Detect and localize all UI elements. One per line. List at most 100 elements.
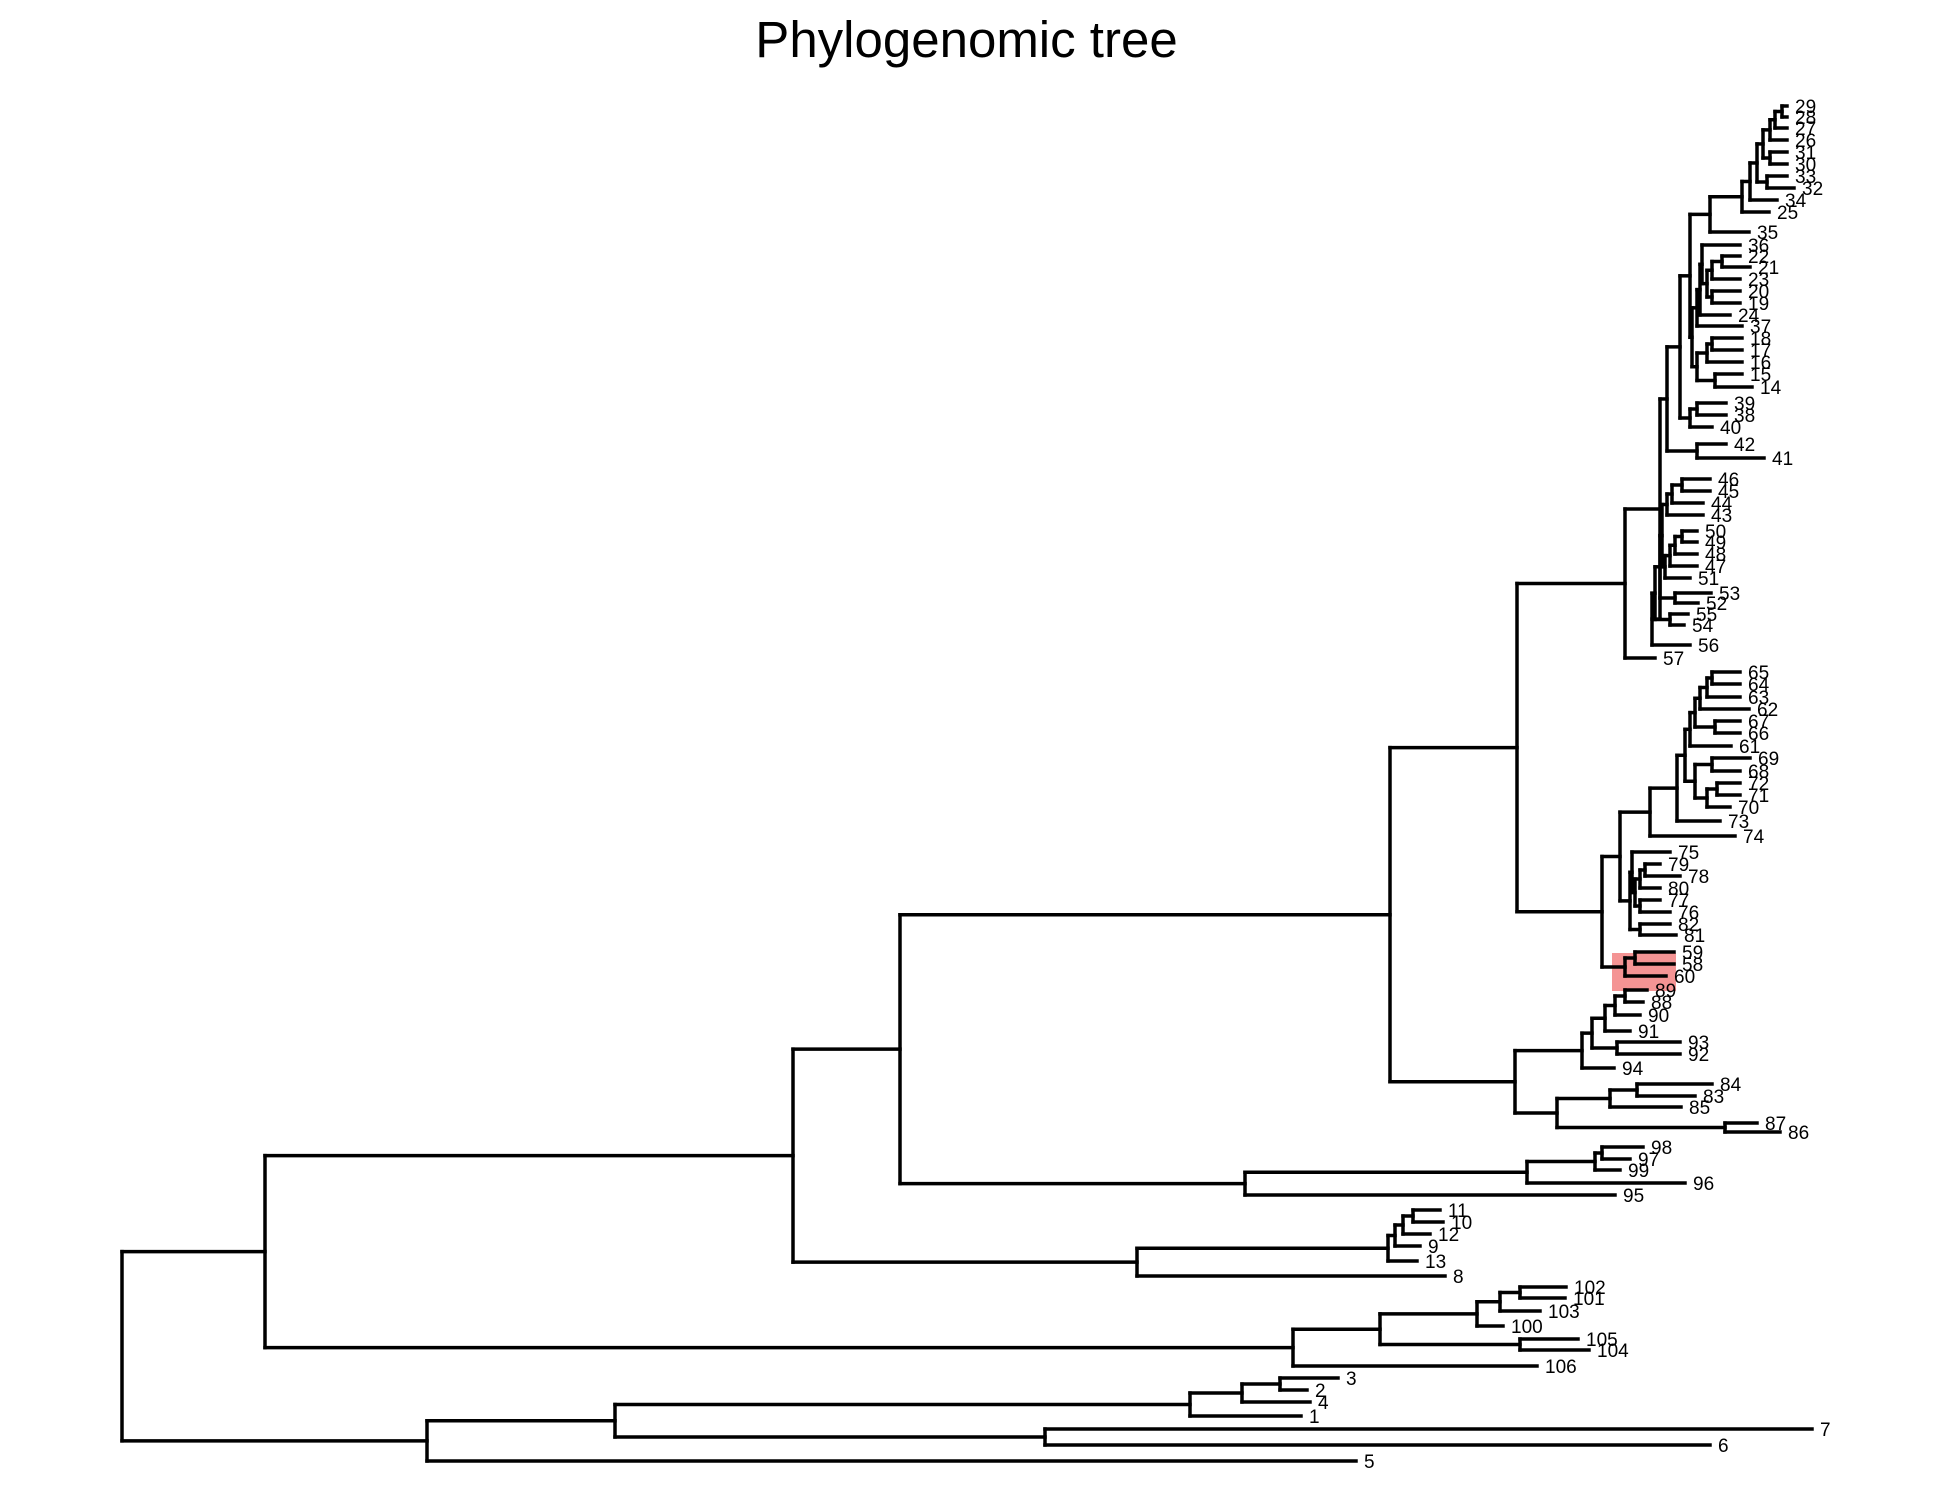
tip-label: 11 xyxy=(1448,1201,1468,1222)
tip-label: 72 xyxy=(1748,774,1769,795)
tip-label: 75 xyxy=(1678,843,1699,864)
tip-label: 6 xyxy=(1718,1436,1729,1457)
tip-label: 104 xyxy=(1597,1341,1629,1362)
tip-label: 95 xyxy=(1623,1186,1644,1207)
tip-label: 79 xyxy=(1668,855,1689,876)
tip-label: 98 xyxy=(1651,1138,1672,1159)
tip-label: 24 xyxy=(1738,306,1760,327)
tip-label: 50 xyxy=(1705,522,1726,543)
tip-label: 27 xyxy=(1795,119,1816,140)
tip-label: 74 xyxy=(1743,827,1765,848)
tip-label: 101 xyxy=(1573,1289,1605,1310)
tip-label: 14 xyxy=(1760,378,1782,399)
tip-label: 105 xyxy=(1586,1330,1618,1351)
tip-label: 34 xyxy=(1785,191,1807,212)
highlighted-clade-box xyxy=(1612,953,1676,991)
tip-label: 71 xyxy=(1748,786,1769,807)
tip-label: 19 xyxy=(1748,294,1769,315)
tip-label: 53 xyxy=(1719,584,1740,605)
tip-label: 25 xyxy=(1777,203,1798,224)
tip-label: 8 xyxy=(1453,1267,1464,1288)
tip-label: 22 xyxy=(1748,247,1769,268)
tip-label: 70 xyxy=(1738,798,1759,819)
tip-label: 62 xyxy=(1757,700,1778,721)
tip-label: 7 xyxy=(1820,1420,1831,1441)
tip-label: 55 xyxy=(1696,605,1717,626)
tip-label: 60 xyxy=(1674,967,1695,988)
tip-label: 9 xyxy=(1428,1237,1439,1258)
tip-label: 103 xyxy=(1548,1302,1580,1323)
highlight-layer xyxy=(1612,953,1676,991)
tip-label: 92 xyxy=(1688,1045,1709,1066)
tip-label: 69 xyxy=(1758,749,1779,770)
tip-label: 82 xyxy=(1678,915,1699,936)
tip-label: 87 xyxy=(1765,1114,1786,1135)
tip-label: 83 xyxy=(1703,1087,1724,1108)
tip-label: 33 xyxy=(1795,167,1816,188)
tip-label: 85 xyxy=(1689,1098,1710,1119)
tip-label: 26 xyxy=(1795,131,1816,152)
tree-branches xyxy=(120,104,1814,1463)
tip-label: 64 xyxy=(1748,675,1770,696)
tip-label: 76 xyxy=(1678,903,1699,924)
tip-label: 39 xyxy=(1734,394,1755,415)
tip-label: 28 xyxy=(1795,108,1816,129)
tip-label: 81 xyxy=(1684,926,1705,947)
tip-label: 90 xyxy=(1648,1006,1669,1027)
tip-label: 45 xyxy=(1718,482,1739,503)
tip-label: 58 xyxy=(1682,955,1703,976)
tip-label: 67 xyxy=(1748,712,1769,733)
tip-label: 77 xyxy=(1668,891,1689,912)
tip-label: 10 xyxy=(1451,1213,1472,1234)
tip-label: 5 xyxy=(1364,1452,1375,1473)
tip-label: 102 xyxy=(1574,1278,1606,1299)
tip-label: 91 xyxy=(1638,1022,1659,1043)
tip-label: 23 xyxy=(1748,270,1769,291)
tip-label: 32 xyxy=(1802,179,1823,200)
tip-label: 56 xyxy=(1698,636,1719,657)
tip-label: 18 xyxy=(1750,329,1771,350)
tip-label: 42 xyxy=(1734,435,1755,456)
tip-label: 93 xyxy=(1688,1033,1709,1054)
tip-label: 36 xyxy=(1748,236,1769,257)
tip-label: 57 xyxy=(1663,649,1684,670)
tip-label: 43 xyxy=(1711,506,1732,527)
tip-label: 100 xyxy=(1511,1317,1543,1338)
page-title: Phylogenomic tree xyxy=(755,11,1178,68)
tip-label: 52 xyxy=(1706,594,1727,615)
tip-label: 17 xyxy=(1750,341,1771,362)
tip-label: 37 xyxy=(1750,317,1771,338)
tip-label: 4 xyxy=(1318,1393,1329,1414)
tip-label: 65 xyxy=(1748,663,1769,684)
tip-label: 16 xyxy=(1750,353,1771,374)
tip-label: 40 xyxy=(1720,418,1741,439)
tip-labels: 2928272631303332342535362221232019243718… xyxy=(1309,97,1831,1473)
tip-label: 41 xyxy=(1772,449,1793,470)
tip-label: 49 xyxy=(1705,533,1726,554)
tip-label: 86 xyxy=(1788,1123,1809,1144)
tip-label: 59 xyxy=(1682,943,1703,964)
tip-label: 106 xyxy=(1545,1357,1577,1378)
tip-label: 97 xyxy=(1638,1150,1659,1171)
tip-label: 61 xyxy=(1739,737,1760,758)
tip-label: 1 xyxy=(1309,1407,1320,1428)
tip-label: 20 xyxy=(1748,282,1769,303)
tip-label: 12 xyxy=(1438,1225,1459,1246)
tip-label: 3 xyxy=(1346,1369,1357,1390)
tip-label: 89 xyxy=(1655,981,1676,1002)
tip-label: 21 xyxy=(1758,258,1779,279)
tip-label: 94 xyxy=(1622,1059,1644,1080)
tip-label: 78 xyxy=(1688,867,1709,888)
tip-label: 66 xyxy=(1748,724,1769,745)
tip-label: 2 xyxy=(1315,1381,1326,1402)
tip-label: 51 xyxy=(1698,569,1719,590)
tip-label: 84 xyxy=(1720,1075,1742,1096)
tip-label: 96 xyxy=(1693,1174,1714,1195)
tip-label: 35 xyxy=(1757,223,1778,244)
tip-label: 30 xyxy=(1795,155,1816,176)
tip-label: 46 xyxy=(1718,470,1739,491)
tip-label: 15 xyxy=(1750,365,1771,386)
tip-label: 73 xyxy=(1728,812,1749,833)
tip-label: 63 xyxy=(1748,688,1769,709)
